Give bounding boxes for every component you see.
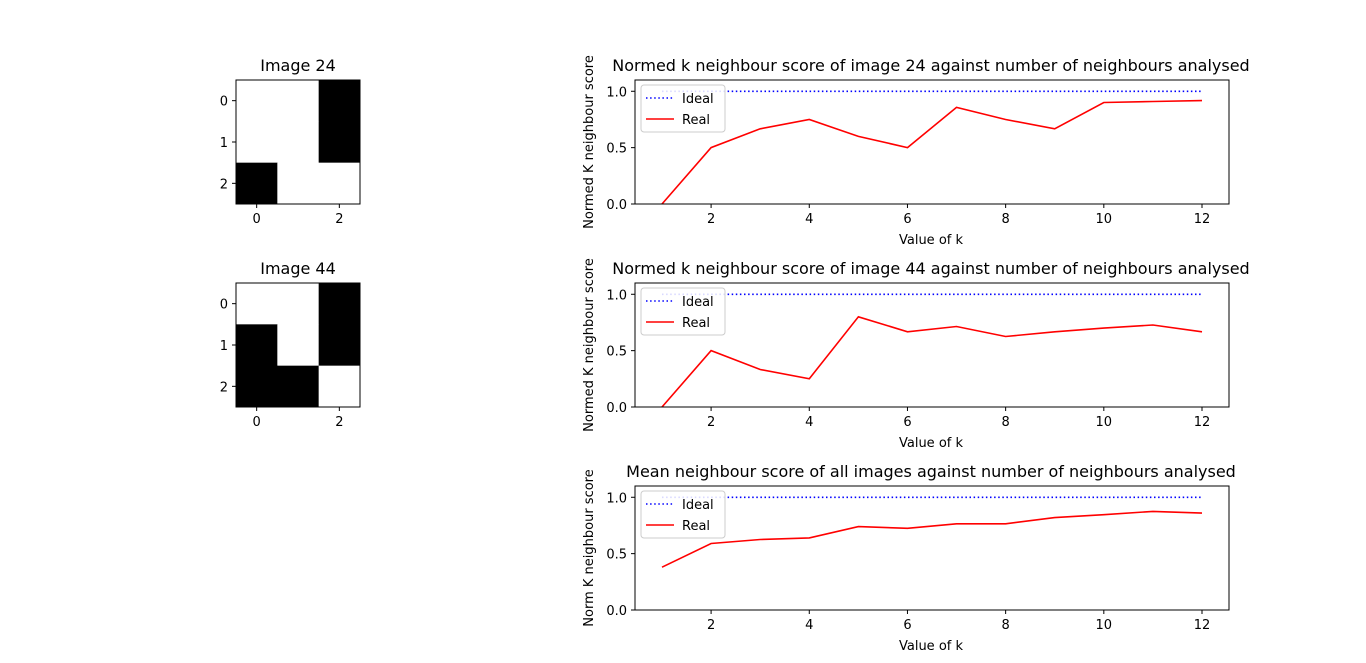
axes-frame [634, 282, 1230, 408]
plot-area: 2 4 6 8 10 12 0.0 0.5 1.0 Ideal Real [606, 282, 1230, 430]
y-tick-label: 0.5 [606, 548, 627, 563]
x-tick-label: 8 [1001, 212, 1009, 227]
pixel-cell [318, 80, 361, 122]
pixel-cell [318, 121, 361, 164]
y-tick-label: 0.5 [606, 142, 627, 157]
x-tick-label: 10 [1096, 618, 1113, 633]
x-tick-label: 6 [903, 212, 911, 227]
pixel-cell [236, 365, 278, 408]
x-tick-label: 4 [805, 415, 813, 430]
plot-area: 2 4 6 8 10 12 0.0 0.5 1.0 Ideal Real [606, 485, 1230, 633]
pixel-cell [277, 121, 320, 164]
y-tick-label: 1.0 [606, 491, 627, 506]
x-tick-label: 2 [707, 212, 715, 227]
chart-title: Mean neighbour score of all images again… [626, 462, 1236, 481]
pixel-cell [236, 324, 278, 367]
legend-label: Real [682, 316, 710, 331]
y-axis-label: Normed K neighbour score [582, 55, 597, 229]
y-tick-label: 0 [220, 298, 228, 313]
real-series-line [661, 99, 1203, 205]
pixel-cell [236, 283, 278, 325]
x-tick-label: 2 [707, 415, 715, 430]
x-tick-label: 0 [253, 212, 261, 227]
real-series-line [661, 315, 1203, 408]
legend: Ideal Real [640, 490, 726, 539]
y-tick-label: 1.0 [606, 85, 627, 100]
legend: Ideal Real [640, 287, 726, 336]
pixel-cell [318, 324, 361, 367]
legend-label: Real [682, 519, 710, 534]
image-title: Image 44 [260, 259, 336, 278]
y-tick-label: 1 [220, 136, 228, 151]
pixel-cell [277, 283, 320, 325]
legend-box [640, 287, 726, 336]
chart-title: Normed k neighbour score of image 44 aga… [612, 259, 1249, 278]
legend-box [640, 490, 726, 539]
pixel-grid [236, 283, 361, 408]
pixel-cell [318, 162, 361, 205]
legend-label: Ideal [682, 92, 714, 107]
x-tick-label: 4 [805, 618, 813, 633]
x-tick-label: 8 [1001, 415, 1009, 430]
pixel-cell [277, 162, 320, 205]
y-tick-label: 2 [220, 177, 228, 192]
pixel-cell [236, 121, 278, 164]
x-tick-label: 2 [707, 618, 715, 633]
x-tick-label: 4 [805, 212, 813, 227]
y-tick-label: 0.0 [606, 198, 627, 213]
y-tick-label: 0.0 [606, 604, 627, 619]
y-axis-label: Normed K neighbour score [582, 258, 597, 432]
line-chart-mean: Mean neighbour score of all images again… [582, 462, 1236, 654]
legend-label: Ideal [682, 498, 714, 513]
x-tick-label: 2 [335, 212, 343, 227]
y-tick-label: 0.5 [606, 345, 627, 360]
pixel-grid [236, 80, 361, 205]
x-tick-label: 8 [1001, 618, 1009, 633]
y-tick-label: 0 [220, 95, 228, 110]
x-axis-label: Value of k [899, 639, 963, 654]
axes-frame [634, 79, 1230, 205]
x-tick-label: 10 [1096, 212, 1113, 227]
pixel-cell [236, 162, 278, 205]
y-axis-label: Norm K neighbour score [582, 469, 597, 626]
pixel-cell [318, 365, 361, 408]
plot-area: 2 4 6 8 10 12 0.0 0.5 1.0 Ideal Real [606, 79, 1230, 227]
x-axis-label: Value of k [899, 233, 963, 248]
y-tick-label: 1.0 [606, 288, 627, 303]
x-tick-label: 6 [903, 415, 911, 430]
chart-title: Normed k neighbour score of image 24 aga… [612, 56, 1249, 75]
x-tick-label: 12 [1194, 212, 1211, 227]
y-tick-label: 2 [220, 380, 228, 395]
pixel-cell [277, 365, 320, 408]
image-panel-24: Image 24 0 2 0 1 2 [220, 56, 361, 227]
image-title: Image 24 [260, 56, 336, 75]
real-series-line [661, 510, 1203, 568]
x-axis-label: Value of k [899, 436, 963, 451]
x-tick-label: 12 [1194, 415, 1211, 430]
legend: Ideal Real [640, 84, 726, 133]
y-tick-label: 0.0 [606, 401, 627, 416]
line-chart-image-44: Normed k neighbour score of image 44 aga… [582, 258, 1250, 451]
axes-frame [634, 485, 1230, 611]
x-tick-label: 12 [1194, 618, 1211, 633]
x-tick-label: 10 [1096, 415, 1113, 430]
y-tick-label: 1 [220, 339, 228, 354]
image-axis-ticks: 0 2 0 1 2 [220, 95, 344, 227]
x-tick-label: 2 [335, 415, 343, 430]
image-panel-44: Image 44 0 2 0 1 2 [220, 259, 361, 430]
pixel-cell [318, 283, 361, 325]
x-tick-label: 0 [253, 415, 261, 430]
line-chart-image-24: Normed k neighbour score of image 24 aga… [582, 55, 1250, 248]
pixel-cell [277, 80, 320, 122]
legend-box [640, 84, 726, 133]
pixel-cell [277, 324, 320, 367]
pixel-cell [236, 80, 278, 122]
image-axis-ticks: 0 2 0 1 2 [220, 298, 344, 430]
legend-label: Real [682, 113, 710, 128]
legend-label: Ideal [682, 295, 714, 310]
x-tick-label: 6 [903, 618, 911, 633]
